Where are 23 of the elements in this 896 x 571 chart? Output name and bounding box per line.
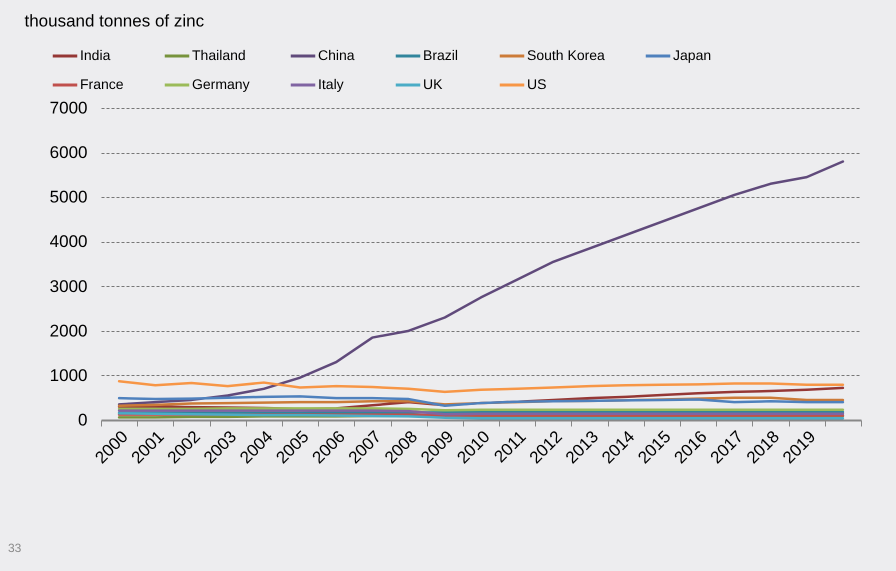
y-tick-label: 1000 [50, 366, 88, 385]
legend-label: South Korea [527, 47, 606, 63]
y-tick-label: 7000 [50, 98, 88, 118]
legend-label: France [80, 76, 124, 92]
y-tick-label: 5000 [50, 188, 88, 207]
y-tick-label: 6000 [50, 143, 88, 162]
y-tick-label: 4000 [50, 232, 88, 252]
y-axis-title: thousand tonnes of zinc [24, 12, 205, 30]
y-tick-label: 2000 [50, 321, 88, 340]
legend-label: India [80, 47, 111, 63]
line-series [118, 160, 844, 406]
legend-label: UK [423, 76, 444, 92]
legend-label: Thailand [192, 47, 246, 63]
legend-label: US [527, 76, 546, 92]
legend-label: Italy [318, 76, 344, 92]
legend-label: Germany [192, 76, 250, 92]
legend-label: Japan [673, 47, 712, 63]
text: 33 [8, 541, 22, 555]
line-series [118, 380, 844, 394]
legend-label: China [318, 47, 355, 63]
legend-label: Brazil [423, 47, 458, 63]
y-tick-label: 0 [78, 410, 88, 430]
y-tick-label: 3000 [50, 276, 88, 296]
